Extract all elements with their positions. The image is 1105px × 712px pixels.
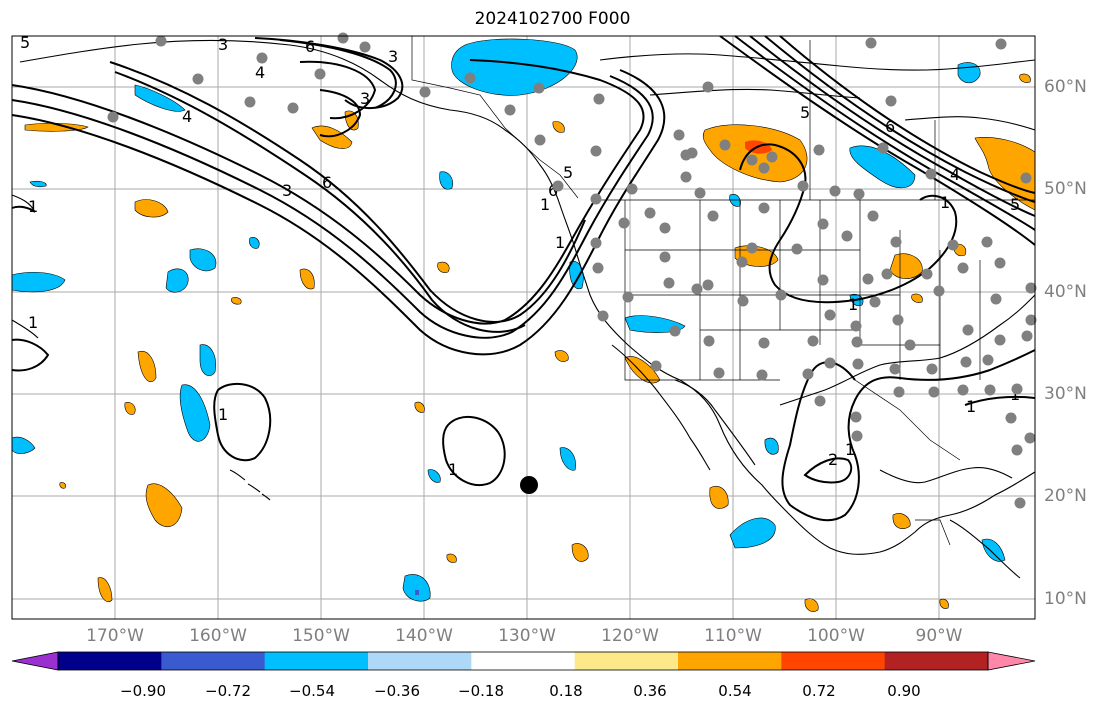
station-dots [107,32,1037,509]
contour-label: 1 [848,295,858,314]
contour-label: 1 [966,397,976,416]
lat-label: 10°N [1044,589,1087,609]
contour-label: 3 [218,35,228,54]
contour-label: 6 [548,181,558,200]
contour-label: 1 [218,405,228,424]
colorbar-tick-label: −0.54 [289,682,335,700]
contour-label: 1 [845,440,855,459]
contour-label: 6 [305,37,315,56]
contour-label: 1 [1010,385,1020,404]
map-border [11,35,1036,620]
contour-label: 1 [28,313,38,332]
colorbar-tick-label: 0.18 [549,682,583,700]
lon-label: 90°W [915,626,963,646]
contour-label: 5 [1010,195,1020,214]
colorbar-segment [781,652,886,670]
colorbar-segment [58,652,162,670]
lat-label: 60°N [1044,77,1087,97]
colorbar-segment [264,652,369,670]
contour-label: 3 [282,181,292,200]
lat-label: 40°N [1044,282,1087,302]
colorbar-segment [678,652,782,670]
colorbar-tick-label: 0.72 [802,682,836,700]
lon-label: 140°W [395,626,453,646]
lat-label: 20°N [1044,486,1087,506]
contour-label: 6 [885,117,895,136]
colorbar-tick-label: −0.90 [120,682,166,700]
colorbar-segment [471,652,576,670]
lon-label: 120°W [601,626,659,646]
colorbar-segment [884,652,989,670]
contour-label-group: 5 3 6 4 3 3 6 3 5 6 1 1 1 1 1 1 4 1 1 1 … [20,33,1020,479]
contour-lines [11,35,1036,522]
contour-label: 1 [555,233,565,252]
colorbar-frame [57,651,989,671]
colorbar-segment [574,652,679,670]
contour-label: 6 [322,173,332,192]
contour-label: 4 [950,165,960,184]
contour-label: 2 [828,450,838,469]
colorbar-segment [368,652,472,670]
lon-label: 160°W [189,626,247,646]
strong-negative-fill [415,590,419,595]
colorbar-tick-label: −0.36 [374,682,420,700]
lon-label: 170°W [86,626,144,646]
colorbar-tick-label: 0.90 [887,682,921,700]
colorbar [11,651,1036,671]
map-frame-bg [12,36,1035,619]
colorbar-extend-max [987,651,1036,671]
contour-label: 1 [448,460,458,479]
colorbar-extend-min [11,651,59,671]
contour-label: 1 [540,195,550,214]
lat-label: 30°N [1044,384,1087,404]
contour-label: 4 [255,63,265,82]
contour-label: 4 [182,107,192,126]
lon-label: 110°W [704,626,762,646]
contour-label: 3 [360,89,370,108]
colorbar-tick-label: 0.36 [633,682,667,700]
colorbar-segment [161,652,266,670]
location-marker [520,476,538,494]
lon-label: 150°W [292,626,350,646]
contour-label: 1 [940,193,950,212]
contour-label: 3 [388,47,398,66]
chart-title: 2024102700 F000 [474,9,631,29]
lat-label: 50°N [1044,179,1087,199]
negative-anomaly-fill [11,38,1006,602]
colorbar-tick-label: 0.54 [718,682,752,700]
contour-label: 1 [28,197,38,216]
lon-label: 130°W [498,626,556,646]
lon-label: 100°W [807,626,865,646]
contour-label: 5 [20,33,30,52]
colorbar-tick-label: −0.18 [458,682,504,700]
contour-label: 5 [800,103,810,122]
contour-label: 5 [563,163,573,182]
colorbar-tick-label: −0.72 [205,682,251,700]
